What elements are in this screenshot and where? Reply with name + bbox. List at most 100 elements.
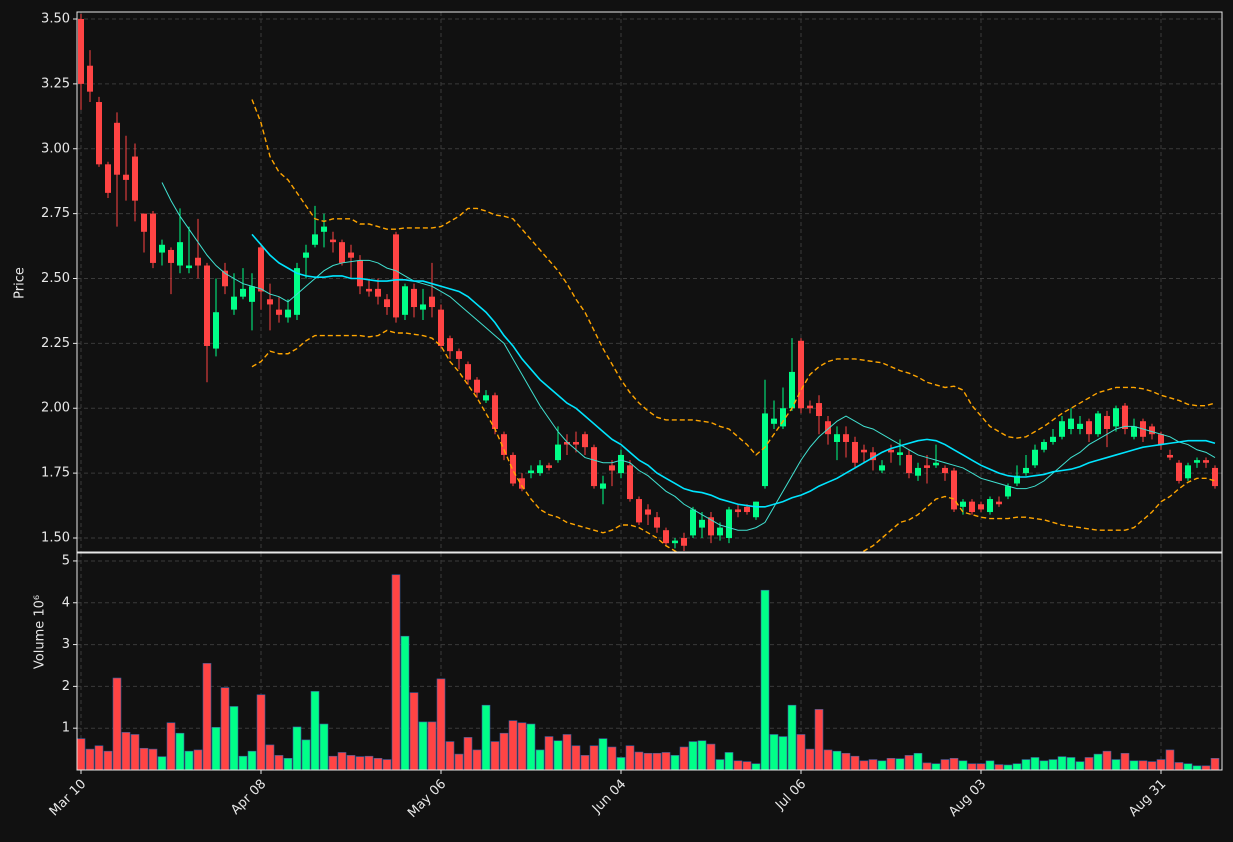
candle-body	[1167, 454, 1173, 458]
volume-bar	[1093, 753, 1103, 771]
volume-bar	[1084, 757, 1094, 771]
volume-bar	[112, 677, 122, 771]
candle-body	[411, 288, 417, 308]
volume-bar	[607, 746, 617, 771]
volume-bar	[157, 756, 167, 771]
volume-bar	[922, 762, 932, 771]
volume-bar	[616, 757, 626, 771]
volume-bar	[589, 745, 599, 771]
volume-bar	[76, 738, 86, 771]
y-tick-label: 1.75	[41, 466, 70, 481]
candle-body	[240, 288, 246, 297]
volume-bar	[769, 734, 779, 771]
volume-bar	[1012, 763, 1022, 771]
candle-body	[330, 239, 336, 243]
volume-bar	[427, 721, 437, 771]
volume-bar	[445, 741, 455, 771]
candle-body	[1059, 421, 1065, 437]
y2-tick-label: 4	[62, 595, 70, 610]
volume-bar	[661, 752, 671, 771]
y-axis-label: Price	[13, 267, 28, 299]
candle-body	[537, 465, 543, 474]
volume-frame	[76, 552, 1223, 771]
candle-body	[519, 478, 525, 489]
candle-body	[870, 452, 876, 461]
volume-bar	[454, 753, 464, 771]
candle-body	[798, 340, 804, 409]
volume-bar	[301, 739, 311, 771]
candle-body	[933, 462, 939, 466]
volume-bar	[652, 752, 662, 771]
volume-bar	[796, 734, 806, 771]
candle-body	[231, 296, 237, 310]
candle-body	[267, 299, 273, 305]
candle-body	[672, 540, 678, 544]
volume-bar	[229, 706, 239, 771]
volume-bar	[805, 748, 815, 771]
volume-bar	[463, 737, 473, 771]
candle-body	[663, 530, 669, 544]
volume-bar	[697, 740, 707, 771]
volume-bar	[481, 704, 491, 771]
candle-body	[1176, 462, 1182, 481]
volume-bar	[436, 678, 446, 771]
volume-bar	[949, 757, 959, 771]
candle-body	[1131, 426, 1137, 437]
candle-body	[609, 465, 615, 471]
volume-bar	[814, 709, 824, 771]
volume-bar	[571, 745, 581, 771]
candle-body	[285, 309, 291, 318]
volume-bar	[823, 749, 833, 771]
indicator-line	[251, 233, 1216, 508]
candle-body	[645, 509, 651, 515]
volume-bar	[121, 732, 131, 771]
candle-body	[942, 467, 948, 474]
volume-bar	[1156, 759, 1166, 771]
volume-bar	[355, 756, 365, 771]
candle-body	[1023, 467, 1029, 474]
candle-body	[312, 234, 318, 245]
candle-body	[825, 421, 831, 435]
volume-bar	[1021, 759, 1031, 771]
candle-body	[528, 470, 534, 474]
candle-body	[762, 413, 768, 487]
candle-body	[1122, 405, 1128, 430]
volume-bar	[625, 745, 635, 771]
candle-body	[582, 434, 588, 448]
candle-body	[816, 403, 822, 417]
candle-body	[1068, 418, 1074, 430]
volume-bar	[688, 741, 698, 771]
candle-body	[510, 454, 516, 484]
volume-bar	[553, 740, 563, 771]
candle-body	[861, 449, 867, 453]
volume-bar	[1048, 759, 1058, 771]
candle-body	[852, 441, 858, 463]
volume-bar	[391, 574, 401, 771]
candle-body	[897, 452, 903, 455]
volume-bar	[247, 750, 257, 771]
volume-bar	[1102, 750, 1112, 771]
candle-body	[339, 242, 345, 263]
candle-body	[636, 499, 642, 523]
candle-body	[366, 288, 372, 292]
candle-body	[780, 408, 786, 427]
candle-body	[1050, 436, 1056, 442]
candle-body	[987, 499, 993, 513]
candle-body	[1113, 408, 1119, 427]
candle-body	[600, 483, 606, 489]
candle-body	[204, 265, 210, 346]
candle-body	[1212, 467, 1218, 487]
y2-tick-label: 1	[62, 721, 70, 736]
volume-bar	[1192, 765, 1202, 771]
volume-bar	[544, 736, 554, 771]
volume-bar	[283, 757, 293, 771]
volume-bar	[787, 704, 797, 771]
y-tick-label: 3.25	[41, 76, 70, 91]
volume-bar	[256, 694, 266, 771]
candle-body	[375, 288, 381, 297]
candle-body	[1032, 449, 1038, 466]
volume-bar	[1210, 757, 1220, 771]
volume-bar	[1174, 762, 1184, 771]
volume-bar	[508, 720, 518, 771]
